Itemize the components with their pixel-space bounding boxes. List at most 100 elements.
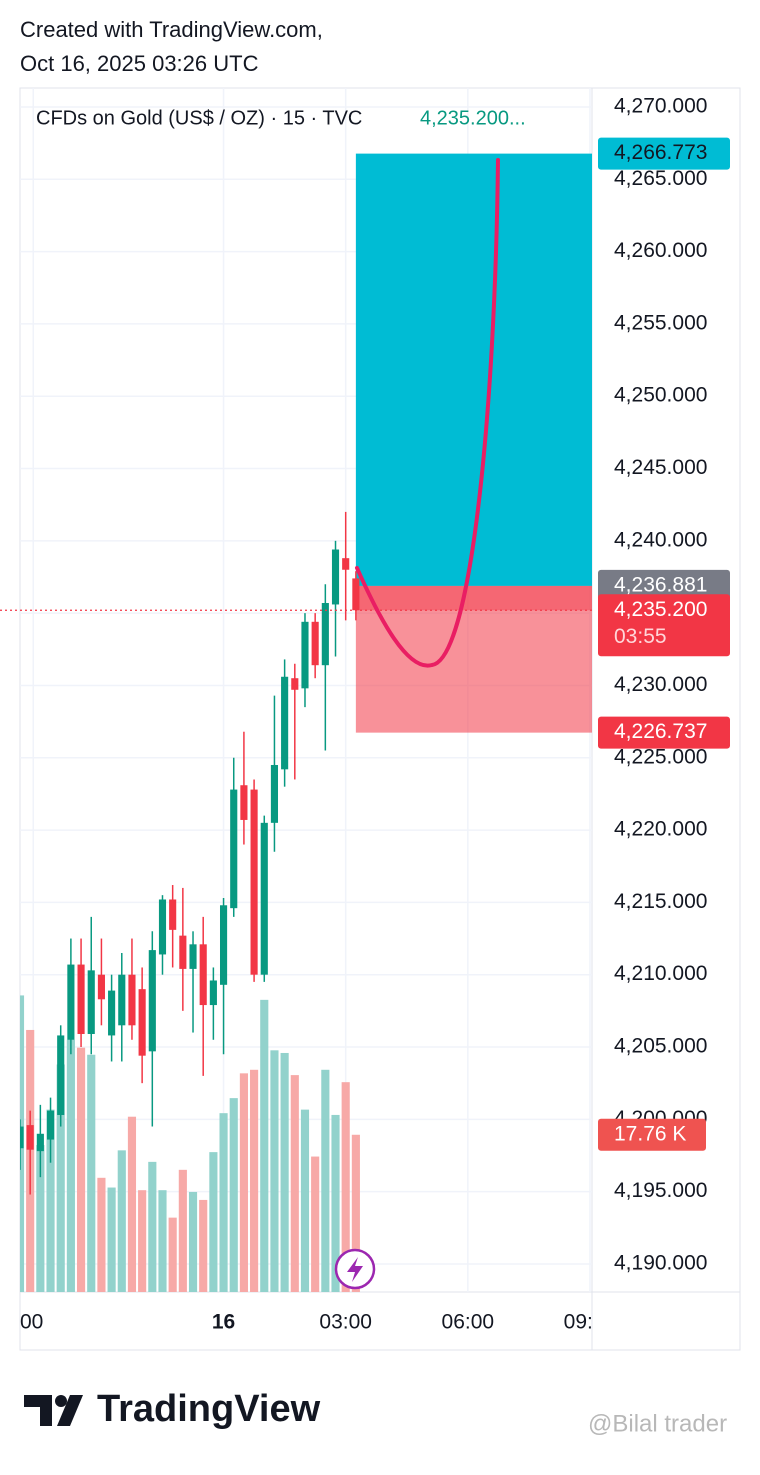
volume-bar — [56, 1064, 65, 1292]
countdown-label: 03:55 — [614, 625, 667, 648]
volume-bar — [188, 1191, 198, 1292]
watermark: @Bilal trader — [588, 1410, 727, 1437]
volume-bar — [270, 1050, 279, 1292]
volume-bar — [36, 1145, 45, 1292]
y-tick-label: 4,250.000 — [614, 384, 707, 407]
volume-bar — [46, 1109, 55, 1292]
candle-body — [291, 678, 299, 690]
target-label-box — [598, 137, 730, 170]
candle-body — [240, 785, 248, 820]
candle-body — [352, 578, 360, 611]
volume-bar — [300, 1109, 310, 1292]
candle-body — [189, 944, 197, 969]
target-label: 4,266.773 — [614, 141, 707, 164]
volume-bar — [117, 1150, 126, 1292]
candle-body — [87, 970, 95, 1034]
candle-body — [57, 1035, 65, 1115]
replay-icon — [334, 1248, 376, 1290]
y-tick-label: 4,255.000 — [614, 311, 707, 334]
position-layer — [355, 153, 592, 733]
stop-label: 4,226.737 — [614, 720, 707, 743]
candle-body — [209, 980, 217, 1006]
x-tick-label: 06:00 — [442, 1311, 495, 1334]
volume-bar — [178, 1169, 187, 1292]
volume-bar — [66, 1039, 75, 1292]
stop-label-box — [598, 716, 730, 749]
price-axis: 4,190.0004,195.0004,200.0004,205.0004,21… — [614, 94, 707, 1274]
volume-bar — [209, 1152, 218, 1292]
candle-body — [108, 990, 116, 1036]
volume-bar — [351, 1134, 360, 1292]
candle-body — [138, 989, 146, 1056]
entry-label-box — [598, 569, 730, 602]
candle-body — [67, 964, 75, 1040]
volume-bar — [321, 1069, 330, 1292]
candle-body — [118, 974, 126, 1026]
candle-body — [342, 558, 350, 570]
candle-body — [169, 899, 177, 930]
brand-logo — [24, 1395, 83, 1426]
entry-label: 4,236.881 — [614, 573, 707, 596]
volume-bar — [239, 1073, 248, 1292]
volume-bar — [199, 1199, 208, 1292]
volume-bar — [138, 1190, 147, 1292]
volume-bar — [229, 1098, 238, 1292]
volume-bar — [97, 1177, 106, 1292]
candle-body — [321, 603, 329, 666]
candle-body — [20, 1126, 24, 1149]
volume-bar — [260, 999, 269, 1292]
volume-bar — [76, 1047, 86, 1292]
volume-bar — [280, 1052, 289, 1292]
y-tick-label: 4,230.000 — [614, 673, 707, 696]
volume-layer — [20, 995, 360, 1292]
legend-price: 4,235.200... — [420, 107, 526, 129]
volume-bar — [148, 1161, 157, 1292]
candle-layer — [20, 511, 360, 1195]
x-tick-label: 09:00 — [564, 1311, 617, 1334]
volume-bar — [250, 1069, 259, 1292]
candle-body — [77, 964, 85, 1034]
candle-body — [36, 1133, 44, 1152]
volume-label: 17.76 K — [614, 1122, 686, 1145]
y-tick-label: 4,190.000 — [614, 1251, 707, 1274]
brand-name: TradingView — [97, 1388, 321, 1430]
volume-bar — [168, 1217, 177, 1292]
y-tick-label: 4,195.000 — [614, 1179, 707, 1202]
candle-body — [230, 789, 238, 909]
candle-body — [250, 789, 258, 975]
time-axis: 00 16 03:00 06:00 09:00 — [20, 1311, 617, 1334]
candle-body — [331, 549, 340, 605]
candle-body — [301, 621, 309, 689]
y-tick-label: 4,265.000 — [614, 167, 707, 190]
legend-title: CFDs on Gold (US$ / OZ) · 15 · TVC — [36, 107, 362, 129]
candle-body — [179, 935, 187, 969]
x-tick-label: 03:00 — [319, 1311, 372, 1334]
volume-bar — [311, 1156, 320, 1292]
candle-body — [26, 1125, 34, 1150]
y-tick-label: 4,270.000 — [614, 94, 707, 117]
volume-bar — [158, 1190, 167, 1292]
price-labels: 4,266.773 4,236.881 4,226.737 4,235.200 03:5… — [598, 137, 730, 1151]
chart-frame — [19, 87, 741, 1351]
candle-body — [219, 905, 228, 985]
drawn-curve — [355, 158, 500, 668]
candle-body — [281, 676, 289, 770]
last-price-label: 4,235.200 — [614, 598, 707, 621]
candle-body — [97, 974, 105, 1000]
header-line: Oct 16, 2025 03:26 UTC — [20, 51, 259, 76]
y-tick-label: 4,245.000 — [614, 456, 707, 479]
target-zone — [355, 153, 592, 586]
volume-bar — [290, 1075, 299, 1292]
open-pnl-zone — [355, 585, 592, 611]
volume-bar — [87, 1054, 96, 1292]
volume-bar — [341, 1082, 350, 1292]
candle-body — [199, 944, 207, 1006]
candle-body — [311, 621, 319, 666]
x-tick-label: 00 — [20, 1311, 43, 1334]
volume-bar — [127, 1116, 137, 1292]
x-tick-label: 16 — [212, 1311, 235, 1334]
volume-bar — [219, 1113, 228, 1292]
volume-label-box — [598, 1118, 706, 1151]
y-tick-label: 4,205.000 — [614, 1035, 707, 1058]
